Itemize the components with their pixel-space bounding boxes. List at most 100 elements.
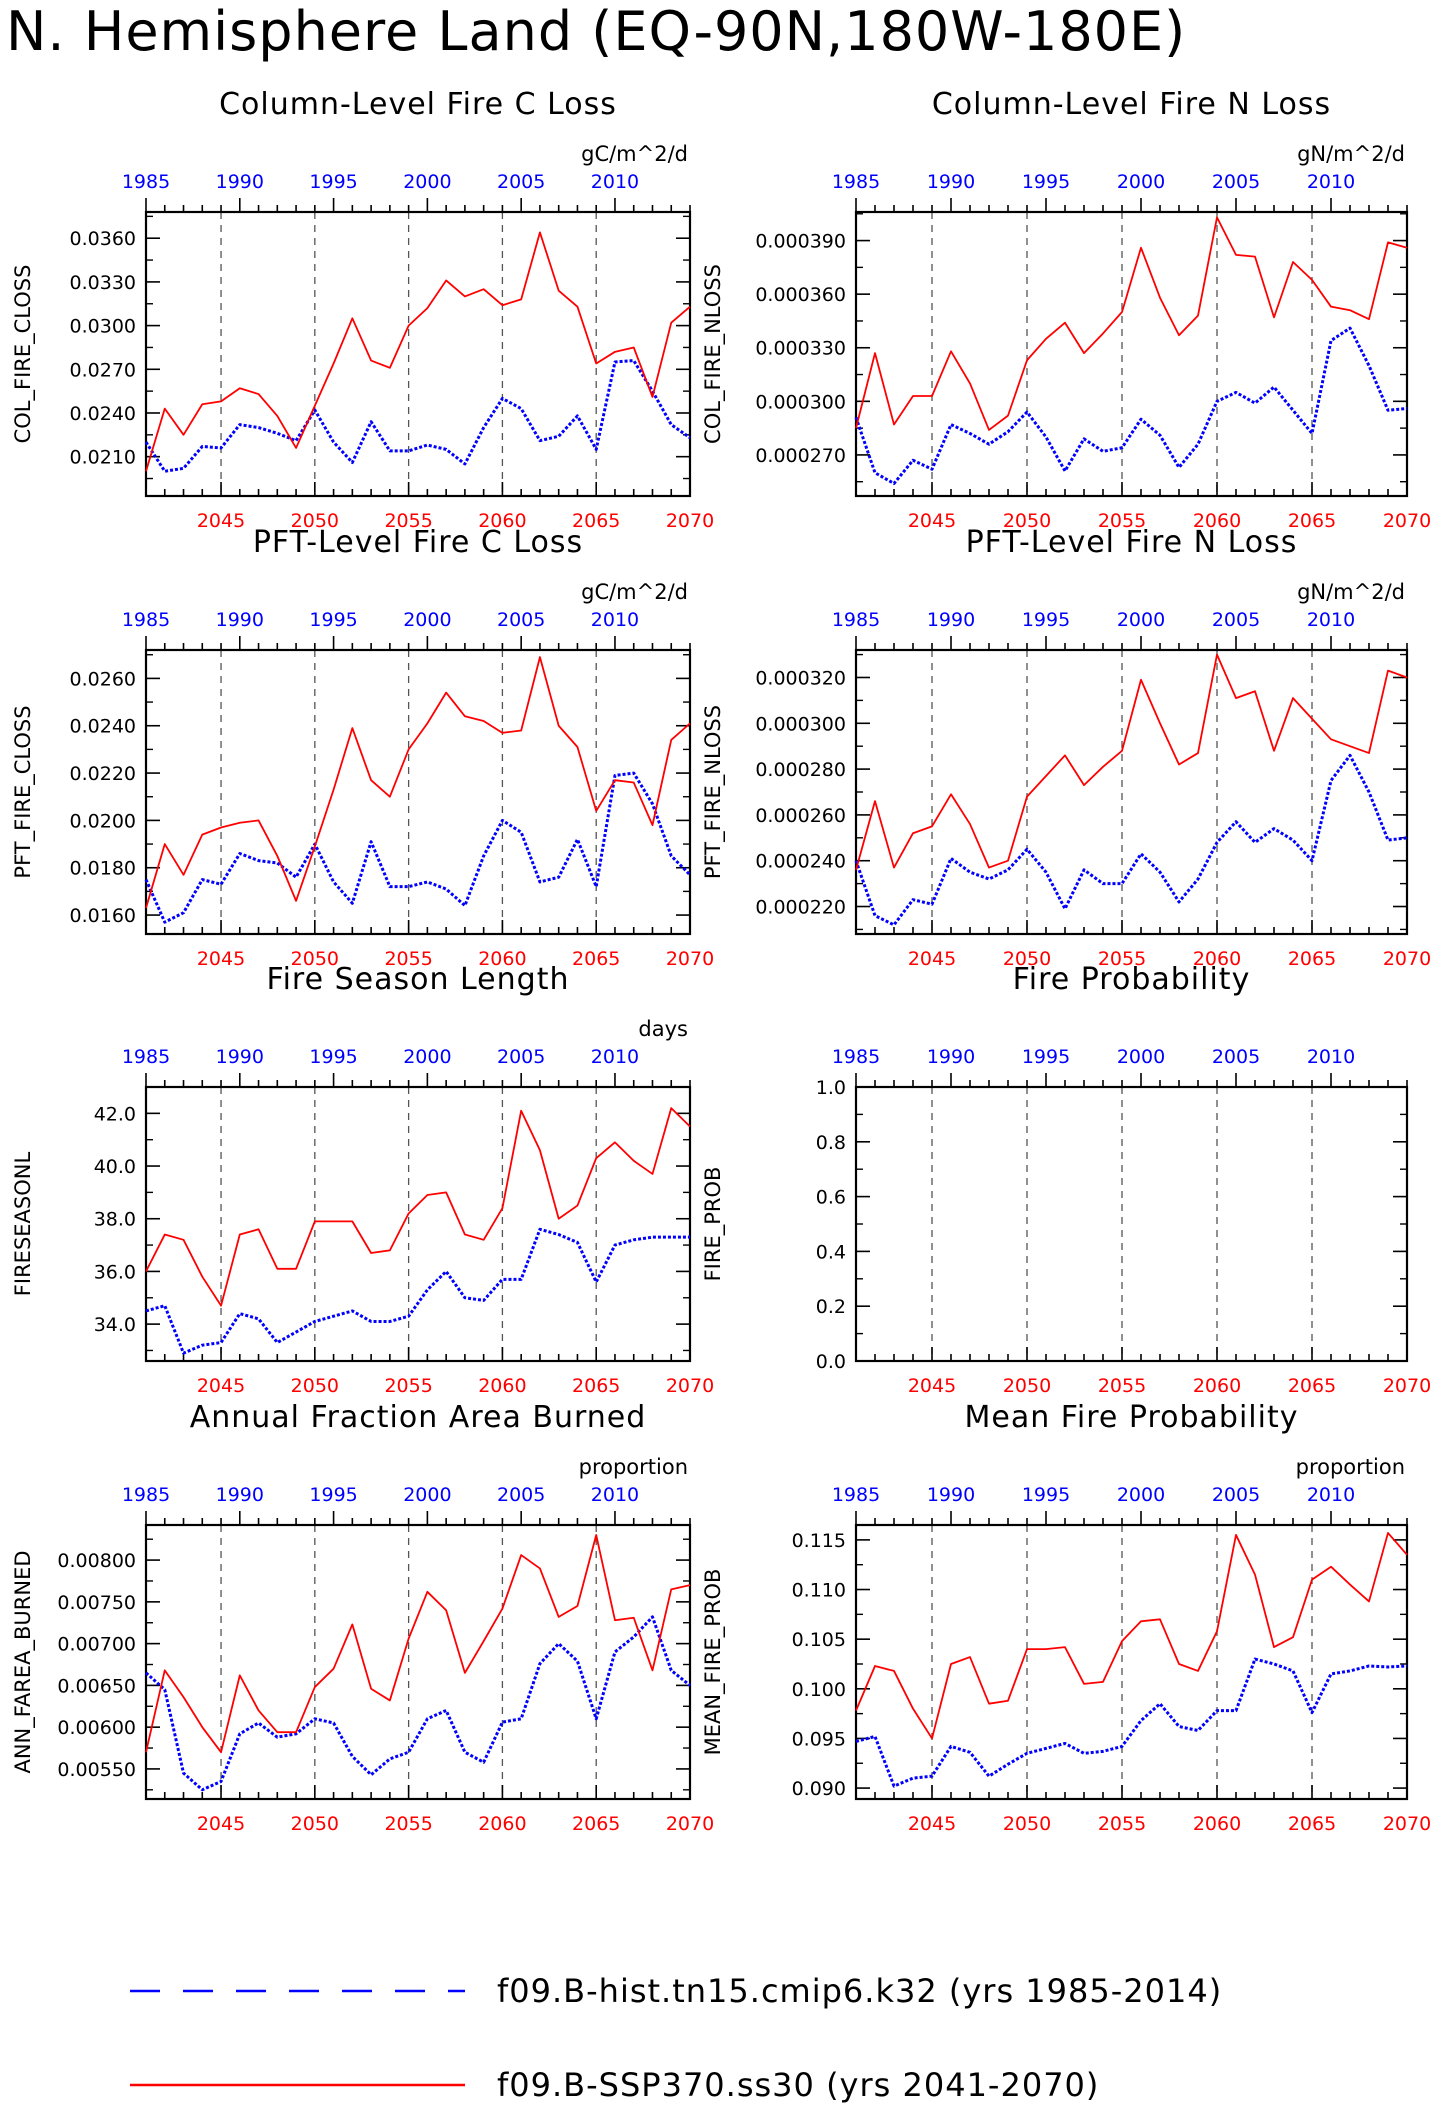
x-top-tick-label: 1985 [832, 1484, 880, 1506]
x-top-tick-label: 1995 [1022, 171, 1070, 193]
y-axis-label: MEAN_FIRE_PROB [701, 1569, 726, 1756]
x-top-tick-label: 2010 [591, 1046, 639, 1068]
x-top-tick-label: 2000 [1117, 609, 1165, 631]
x-top-tick-label: 2010 [591, 609, 639, 631]
y-tick-label: 0.0220 [70, 763, 136, 785]
y-tick-label: 38.0 [94, 1209, 136, 1231]
y-tick-label: 0.0200 [70, 810, 136, 832]
x-top-tick-label: 1990 [927, 1046, 975, 1068]
x-bottom-tick-label: 2060 [478, 510, 526, 532]
plot-frame [144, 1085, 692, 1363]
panel-8: Mean Fire Probability proportion 2045 2050 2… [701, 1400, 1431, 1835]
x-top-tick-label: 1990 [927, 609, 975, 631]
panel-1: Column-Level Fire C Loss gC/m^2/d 2045 2050… [11, 87, 714, 532]
plot-frame [854, 210, 1409, 498]
x-bottom-tick-label: 2055 [1098, 510, 1146, 532]
x-top-tick-label: 1995 [309, 171, 357, 193]
x-bottom-tick-label: 2055 [384, 948, 432, 970]
y-tick-label: 0.2 [816, 1296, 846, 1318]
x-top-tick-label: 2000 [403, 1484, 451, 1506]
y-tick-label: 1.0 [816, 1077, 846, 1099]
x-top-tick-label: 1990 [216, 1484, 264, 1506]
units-label: gN/m^2/d [1297, 580, 1405, 604]
x-top-tick-label: 1990 [927, 1484, 975, 1506]
panel-6: Fire Probability 2045 2050 2055 2060 2065 2070… [701, 962, 1431, 1397]
x-top-tick-label: 1995 [1022, 609, 1070, 631]
x-bottom-tick-label: 2060 [478, 1375, 526, 1397]
y-tick-label: 0.000280 [755, 759, 846, 781]
panel-title: Fire Probability [1013, 962, 1251, 997]
panel-title: Fire Season Length [267, 962, 570, 997]
y-tick-label: 36.0 [94, 1261, 136, 1283]
x-bottom-tick-label: 2045 [908, 1375, 956, 1397]
y-axis-label: COL_FIRE_CLOSS [11, 265, 36, 444]
x-top-tick-label: 2000 [1117, 1484, 1165, 1506]
y-tick-label: 0.095 [792, 1728, 846, 1750]
x-top-tick-label: 2010 [591, 171, 639, 193]
x-bottom-tick-label: 2070 [1383, 1813, 1431, 1835]
x-top-tick-label: 1985 [832, 1046, 880, 1068]
y-tick-label: 0.000240 [755, 851, 846, 873]
y-tick-label: 0.00650 [57, 1675, 136, 1697]
units-label: days [638, 1017, 688, 1041]
x-bottom-tick-label: 2055 [384, 1813, 432, 1835]
x-top-tick-label: 2010 [1307, 1046, 1355, 1068]
plot-frame [144, 1523, 692, 1801]
x-top-tick-label: 2010 [1307, 1484, 1355, 1506]
units-label: proportion [1296, 1455, 1405, 1479]
y-tick-label: 0.0240 [70, 716, 136, 738]
x-top-tick-label: 1990 [216, 171, 264, 193]
x-top-tick-label: 2005 [497, 1046, 545, 1068]
x-bottom-tick-label: 2065 [1288, 510, 1336, 532]
series-line-hist [144, 771, 692, 924]
plot-frame [144, 648, 692, 936]
series-line-hist [854, 326, 1408, 485]
y-tick-label: 0.0360 [70, 228, 136, 250]
y-tick-label: 0.0180 [70, 858, 136, 880]
x-top-tick-label: 1985 [832, 171, 880, 193]
x-bottom-tick-label: 2055 [384, 1375, 432, 1397]
x-top-tick-label: 1995 [309, 1046, 357, 1068]
y-tick-label: 0.8 [816, 1132, 846, 1154]
y-tick-label: 0.0300 [70, 316, 136, 338]
y-tick-label: 0.0270 [70, 359, 136, 381]
y-axis-label: PFT_FIRE_CLOSS [11, 705, 36, 878]
panel-title: Mean Fire Probability [965, 1400, 1299, 1435]
x-bottom-tick-label: 2065 [1288, 948, 1336, 970]
x-bottom-tick-label: 2065 [1288, 1375, 1336, 1397]
x-bottom-tick-label: 2050 [1003, 1813, 1051, 1835]
x-top-tick-label: 2000 [403, 1046, 451, 1068]
y-axis-label: FIRE_PROB [701, 1167, 726, 1282]
panel-title: PFT-Level Fire C Loss [253, 525, 583, 560]
panel-title: Column-Level Fire C Loss [219, 87, 617, 122]
x-top-tick-label: 2005 [1212, 171, 1260, 193]
x-bottom-tick-label: 2050 [291, 1375, 339, 1397]
x-bottom-tick-label: 2055 [1098, 1813, 1146, 1835]
series-line-ssp [855, 653, 1408, 871]
x-top-tick-label: 2005 [1212, 1484, 1260, 1506]
x-top-tick-label: 2010 [1307, 171, 1355, 193]
x-bottom-tick-label: 2065 [572, 1375, 620, 1397]
x-bottom-tick-label: 2050 [291, 510, 339, 532]
x-top-tick-label: 2005 [497, 609, 545, 631]
series-line-hist [145, 1227, 690, 1355]
panel-7: Annual Fraction Area Burned proportion 204… [11, 1400, 714, 1835]
x-top-tick-label: 2005 [1212, 609, 1260, 631]
x-bottom-tick-label: 2045 [908, 1813, 956, 1835]
y-tick-label: 0.000260 [755, 805, 846, 827]
units-label: gC/m^2/d [581, 142, 688, 166]
units-label: gN/m^2/d [1297, 142, 1405, 166]
x-bottom-tick-label: 2060 [1193, 1813, 1241, 1835]
y-tick-label: 0.0210 [70, 447, 136, 469]
x-bottom-tick-label: 2070 [666, 948, 714, 970]
y-tick-label: 0.000330 [755, 338, 846, 360]
series-line-ssp [145, 656, 691, 909]
legend-label: f09.B-SSP370.ss30 (yrs 2041-2070) [497, 2066, 1099, 2104]
y-axis-label: FIRESEASONL [11, 1152, 35, 1297]
panel-title: Column-Level Fire N Loss [932, 87, 1331, 122]
x-bottom-tick-label: 2070 [1383, 1375, 1431, 1397]
x-top-tick-label: 2005 [497, 1484, 545, 1506]
main-title: N. Hemisphere Land (EQ-90N,180W-180E) [6, 0, 1187, 63]
series-line-ssp [145, 231, 691, 472]
x-bottom-tick-label: 2070 [1383, 510, 1431, 532]
